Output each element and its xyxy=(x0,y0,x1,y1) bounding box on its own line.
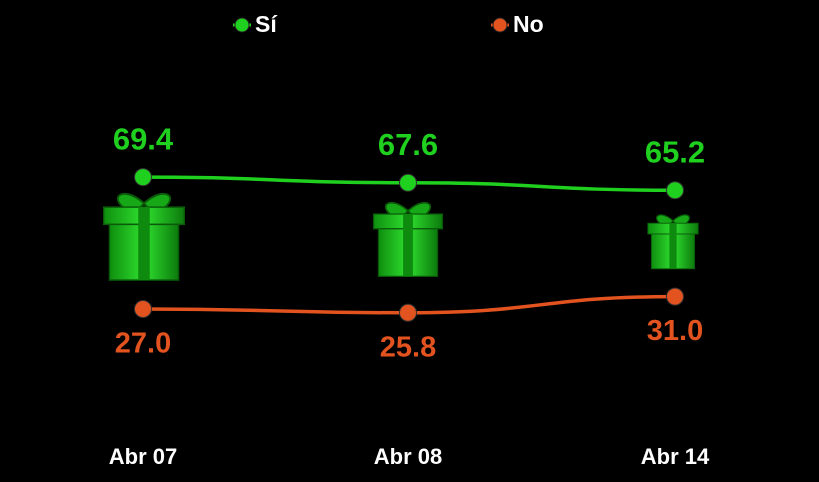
data-label: 31.0 xyxy=(647,315,703,347)
data-label: 27.0 xyxy=(115,328,171,360)
point xyxy=(134,168,152,187)
point xyxy=(399,303,417,322)
x-tick-label: Abr 07 xyxy=(109,444,177,469)
x-tick-label: Abr 14 xyxy=(641,444,710,469)
legend-marker xyxy=(492,17,508,33)
point xyxy=(666,181,684,200)
legend-label: No xyxy=(513,11,544,37)
x-tick-label: Abr 08 xyxy=(374,444,442,469)
data-label: 25.8 xyxy=(380,331,436,363)
gift-icon xyxy=(372,201,444,278)
gift-icon xyxy=(647,214,699,270)
data-label: 69.4 xyxy=(113,121,174,156)
legend-label: Sí xyxy=(255,11,278,37)
legend-marker xyxy=(234,17,250,33)
point xyxy=(134,300,152,319)
point xyxy=(399,173,417,192)
gift-icon xyxy=(102,192,186,282)
data-label: 65.2 xyxy=(645,134,705,169)
data-label: 67.6 xyxy=(378,127,438,162)
point xyxy=(666,287,684,306)
